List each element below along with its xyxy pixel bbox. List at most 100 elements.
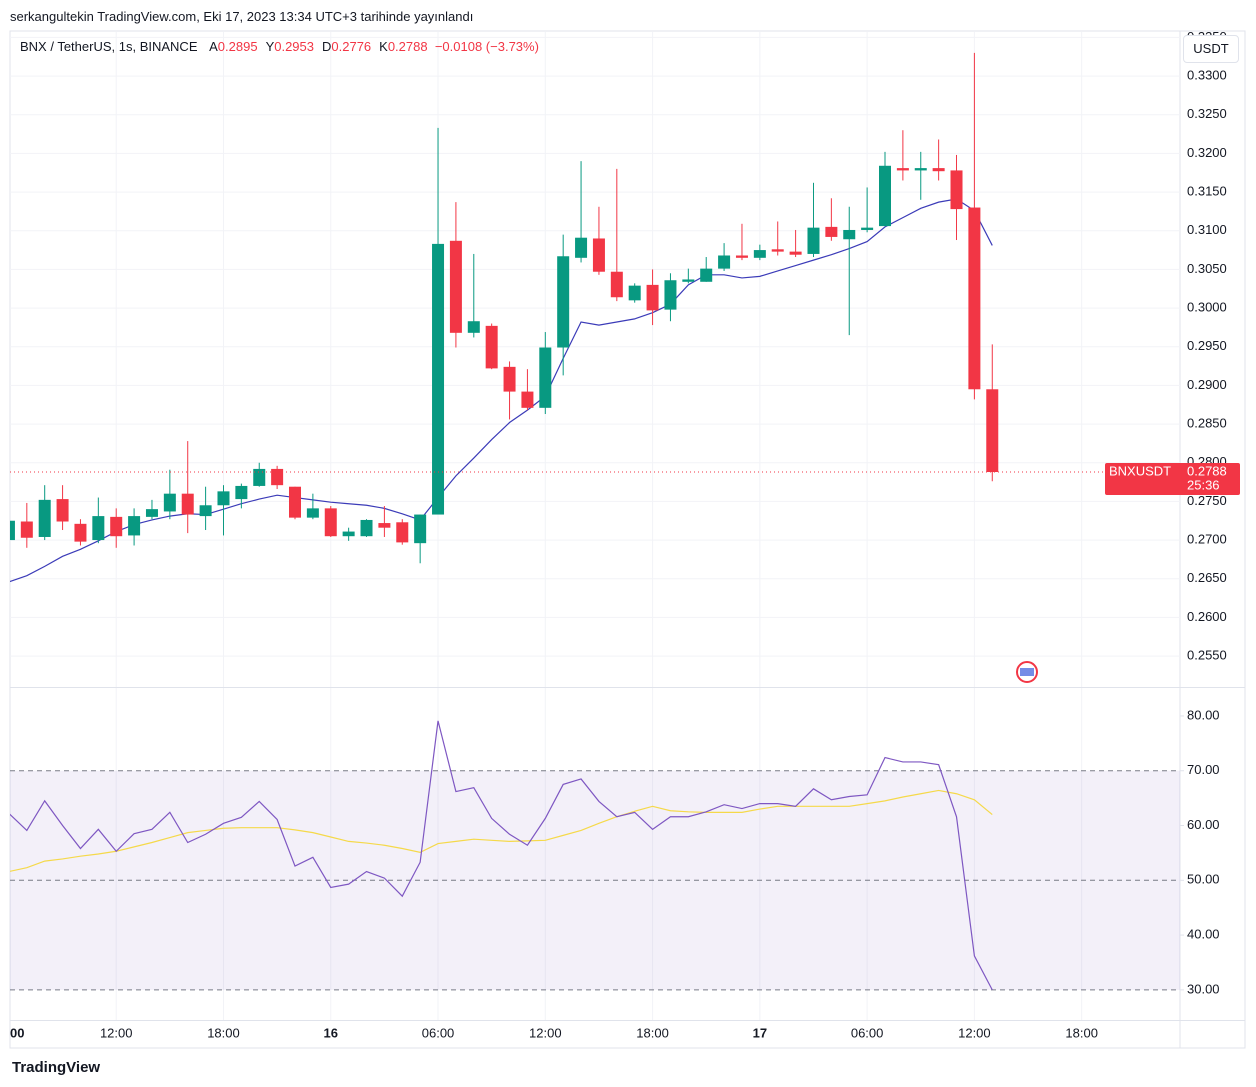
- candle-body: [807, 227, 820, 254]
- candle-body: [825, 226, 838, 237]
- candle-body: [449, 240, 462, 333]
- y-tick-label: 0.2550: [1187, 648, 1227, 663]
- candle-body: [92, 516, 105, 541]
- change: −0.0108 (−3.73%): [434, 39, 539, 54]
- candle-body: [199, 505, 212, 517]
- candle-body: [432, 243, 445, 515]
- ohlc-value: 0.2953: [274, 39, 314, 54]
- event-icon[interactable]: [1016, 661, 1038, 683]
- ohlc-key: D: [322, 39, 332, 54]
- candle-body: [56, 499, 69, 522]
- candle-body: [986, 389, 999, 473]
- candle-body: [503, 366, 516, 392]
- candle-body: [163, 493, 176, 512]
- y-tick-label: 0.2600: [1187, 609, 1227, 624]
- y-tick-label: 0.2750: [1187, 493, 1227, 508]
- candle-body: [735, 255, 748, 258]
- ohlc-value: 0.2788: [387, 39, 428, 54]
- candle-body: [539, 347, 552, 408]
- candle-body: [628, 285, 641, 301]
- ohlc-key: K: [379, 39, 388, 54]
- y-tick-label: 0.3300: [1187, 68, 1227, 83]
- candle-body: [896, 168, 909, 171]
- x-tick-label: 00: [10, 1025, 24, 1040]
- candle-body: [378, 523, 391, 528]
- candle-body: [128, 516, 141, 536]
- candle-body: [74, 523, 87, 542]
- candle-body: [700, 268, 713, 282]
- candle-body: [664, 280, 677, 310]
- candle-body: [289, 486, 301, 518]
- y-tick-label: 40.00: [1187, 927, 1220, 942]
- candle-body: [396, 522, 409, 543]
- currency-button[interactable]: USDT: [1183, 35, 1239, 63]
- candle-body: [610, 271, 623, 298]
- x-tick-label: 06:00: [851, 1025, 884, 1040]
- candle-body: [217, 491, 230, 506]
- rsi-line: [10, 720, 993, 991]
- candle-body: [110, 516, 123, 537]
- candle-body: [914, 168, 927, 171]
- candle-body: [557, 256, 570, 348]
- candle-body: [20, 521, 33, 538]
- y-tick-label: 0.2700: [1187, 532, 1227, 547]
- footer-logo: TradingView: [12, 1059, 101, 1076]
- candle-body: [718, 255, 731, 269]
- candle-body: [235, 485, 248, 500]
- y-tick-label: 60.00: [1187, 817, 1220, 832]
- candle-body: [753, 250, 766, 258]
- x-tick-label: 18:00: [1065, 1025, 1098, 1040]
- candle-body: [950, 170, 963, 210]
- y-tick-label: 0.3000: [1187, 300, 1227, 315]
- ohlc-value: 0.2895: [217, 39, 258, 54]
- x-tick-label: 18:00: [636, 1025, 669, 1040]
- candle-body: [592, 238, 605, 272]
- candle-body: [879, 165, 891, 227]
- candle-body: [521, 391, 534, 408]
- y-tick-label: 0.2900: [1187, 377, 1227, 392]
- candle-body: [342, 531, 355, 537]
- y-tick-label: 0.3150: [1187, 184, 1227, 199]
- header: serkangultekin TradingView.com, Eki 17, …: [10, 9, 474, 24]
- y-tick-label: 0.3250: [1187, 106, 1227, 121]
- candle-body: [253, 468, 266, 486]
- last-price-box: [1105, 463, 1240, 496]
- ohlc-key: Y: [265, 39, 275, 54]
- candle-body: [467, 321, 480, 333]
- x-tick-label: 12:00: [529, 1025, 562, 1040]
- candle-body: [771, 249, 784, 252]
- ohlc-value: 0.2776: [331, 39, 372, 54]
- candle-body: [646, 284, 659, 311]
- candle-body: [145, 509, 158, 517]
- y-tick-label: 0.3200: [1187, 145, 1227, 160]
- candle-body: [38, 499, 51, 537]
- candle-body: [682, 279, 695, 282]
- y-tick-label: 50.00: [1187, 872, 1220, 887]
- candle-body: [414, 514, 427, 544]
- last-price-label: 0.2788: [1187, 463, 1227, 478]
- countdown-label: 25:36: [1187, 477, 1220, 492]
- candle-body: [306, 508, 319, 518]
- candle-body: [360, 519, 373, 537]
- x-tick-label: 12:00: [100, 1025, 133, 1040]
- candle-body: [968, 207, 981, 390]
- candle-body: [861, 227, 874, 230]
- candle-body: [932, 168, 945, 172]
- x-tick-label: 12:00: [958, 1025, 991, 1040]
- legend: BNX / TetherUS, 1s, BINANCE A0.2895 Y0.29…: [20, 39, 539, 54]
- symbol-label: BNXUSDT: [1109, 463, 1171, 478]
- ohlc-key: A: [209, 39, 218, 54]
- candle-body: [181, 493, 194, 515]
- x-tick-label: 16: [324, 1025, 338, 1040]
- x-tick-label: 06:00: [422, 1025, 455, 1040]
- candle-body: [324, 508, 337, 537]
- x-tick-label: 17: [753, 1025, 767, 1040]
- candle-body: [575, 237, 588, 258]
- candle-body: [10, 520, 15, 541]
- ma-line: [10, 198, 993, 583]
- candle-body: [485, 325, 498, 369]
- x-tick-label: 18:00: [207, 1025, 240, 1040]
- y-tick-label: 0.3100: [1187, 222, 1227, 237]
